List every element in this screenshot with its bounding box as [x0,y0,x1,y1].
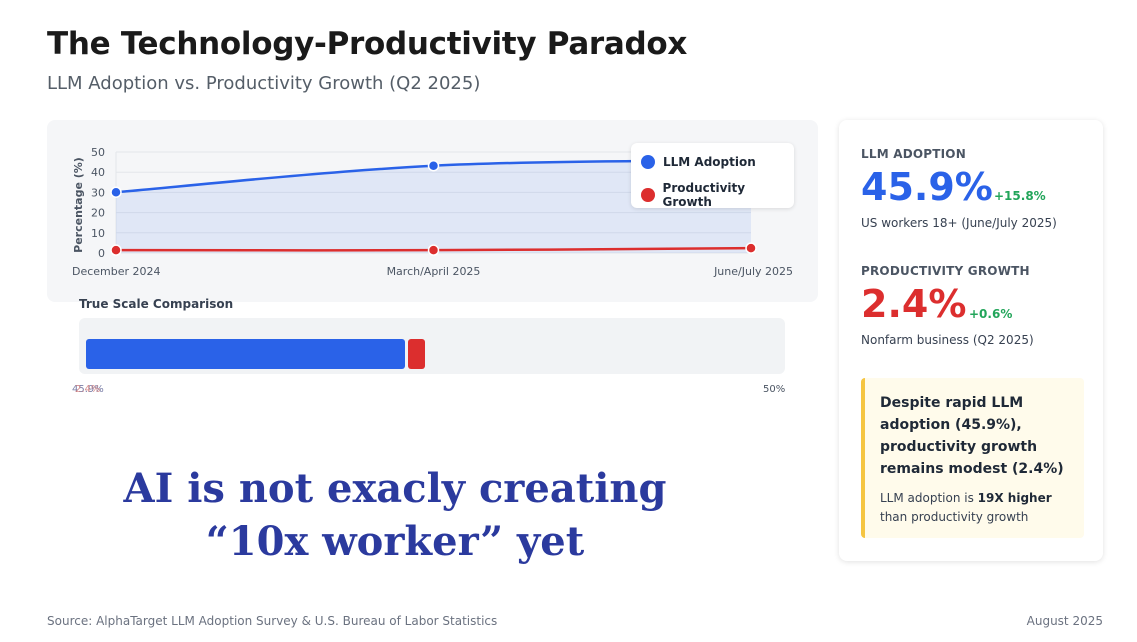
data-point[interactable] [110,186,122,198]
insight-callout: Despite rapid LLM adoption (45.9%), prod… [861,378,1084,538]
data-point[interactable] [745,242,757,254]
scale-comparison-track [79,318,785,374]
metrics-card: LLM ADOPTION 45.9% +15.8% US workers 18+… [839,120,1103,561]
x-tick-label: June/July 2025 [713,265,793,278]
headline-quote: AI is not exacly creating “10x worker” y… [120,462,670,568]
adoption-metric-label: LLM ADOPTION [861,147,966,161]
y-tick-label: 20 [91,207,105,220]
insight-body-prefix: LLM adoption is [880,491,978,505]
scale-min-labels: 45.9% 2.4% [72,384,104,395]
productivity-metric-delta: +0.6% [969,307,1013,321]
scale-bar-productivity [407,339,425,369]
y-tick-label: 0 [98,247,105,260]
y-tick-label: 10 [91,227,105,240]
data-point[interactable] [110,244,122,256]
legend-item-llm-adoption[interactable]: LLM Adoption [641,155,756,169]
page-title: The Technology-Productivity Paradox [47,26,688,62]
chart-legend: LLM Adoption Productivity Growth [631,143,794,209]
legend-label: Productivity Growth [662,181,746,209]
insight-headline: Despite rapid LLM adoption (45.9%), prod… [880,395,1064,477]
adoption-metric-value: 45.9% [861,165,993,209]
adoption-metric-delta: +15.8% [994,189,1046,203]
scale-bar-adoption [86,339,405,369]
source-footnote: Source: AlphaTarget LLM Adoption Survey … [47,614,498,628]
insight-body-suffix: than productivity growth [880,510,1029,524]
y-tick-label: 50 [91,146,105,159]
scale-min-label-productivity: 2.4% [75,384,101,395]
scale-max-label: 50% [763,384,786,395]
x-tick-label: December 2024 [72,265,161,278]
quote-line-2: “10x worker” yet [205,518,585,565]
legend-item-productivity-growth[interactable]: Productivity Growth [641,181,794,209]
scale-min-label-adoption: 45.9% [72,384,104,395]
y-axis-label: Percentage (%) [72,157,85,253]
insight-body: LLM adoption is 19X higher than producti… [880,489,1075,527]
legend-swatch-productivity [641,188,655,202]
y-tick-label: 30 [91,186,105,199]
data-point[interactable] [427,244,440,256]
scale-comparison-label: True Scale Comparison [79,297,234,311]
y-tick-label: 40 [91,166,105,179]
page-subtitle: LLM Adoption vs. Productivity Growth (Q2… [47,73,481,94]
legend-swatch-adoption [641,155,655,169]
date-footnote: August 2025 [1026,614,1103,628]
quote-line-1: AI is not exacly creating [123,465,667,512]
x-tick-label: March/April 2025 [387,265,481,278]
adoption-metric-note: US workers 18+ (June/July 2025) [861,216,1057,230]
productivity-metric-value: 2.4% [861,282,967,326]
series-area [116,160,751,253]
productivity-metric-label: PRODUCTIVITY GROWTH [861,264,1030,278]
productivity-metric-note: Nonfarm business (Q2 2025) [861,333,1034,347]
data-point[interactable] [427,159,440,172]
legend-label: LLM Adoption [663,155,756,169]
insight-body-highlight: 19X higher [977,491,1052,505]
